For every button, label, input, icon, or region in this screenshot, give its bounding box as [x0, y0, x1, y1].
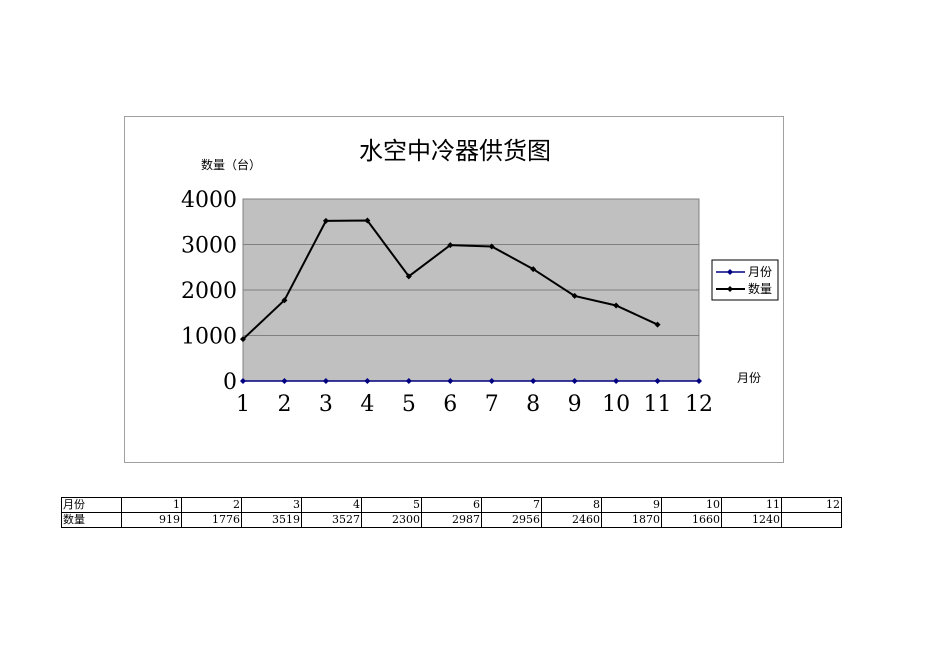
- data-point: [571, 292, 578, 299]
- table-cell: 8: [541, 497, 602, 513]
- x-tick-label: 9: [568, 392, 582, 417]
- x-tick-label: 7: [485, 392, 499, 417]
- data-point: [447, 378, 454, 384]
- data-point: [613, 378, 620, 384]
- y-tick-label: 4000: [181, 188, 237, 213]
- data-point: [405, 378, 412, 384]
- table-cell: 1: [121, 497, 182, 513]
- series-lines: [240, 217, 702, 384]
- table-cell: 1776: [181, 512, 242, 528]
- data-point: [240, 378, 246, 384]
- table-cell: 2460: [541, 512, 602, 528]
- data-point: [488, 243, 495, 250]
- legend-box: [711, 259, 779, 301]
- data-point: [281, 297, 288, 304]
- table-cell: 4: [301, 497, 362, 513]
- y-tick-label: 3000: [181, 234, 237, 259]
- x-tick-label: 4: [360, 392, 374, 417]
- y-axis-label: 数量（台）: [201, 157, 261, 172]
- data-point: [240, 336, 246, 343]
- data-point: [654, 378, 661, 384]
- data-point: [613, 302, 620, 309]
- table-cell: 3: [241, 497, 302, 513]
- data-point: [530, 266, 537, 273]
- data-point: [696, 378, 702, 384]
- y-tick-labels: 4000 3000 2000 1000 0: [181, 188, 237, 395]
- legend-label: 月份: [748, 265, 772, 279]
- x-tick-label: 1: [236, 392, 250, 417]
- legend-marker: [727, 269, 733, 275]
- table-cell: 2956: [481, 512, 542, 528]
- table-row: 月份 1 2 3 4 5 6 7 8 9 10 11 12: [61, 497, 842, 513]
- x-tick-label: 2: [277, 392, 291, 417]
- table-cell: 11: [721, 497, 782, 513]
- gridlines: [243, 244, 699, 336]
- x-tick-labels: 1 2 3 4 5 6 7 8 9 10 11 12: [236, 392, 713, 417]
- data-point: [654, 321, 661, 328]
- x-tick-label: 6: [443, 392, 457, 417]
- data-point: [530, 378, 537, 384]
- row-label: 数量: [61, 512, 122, 528]
- data-point: [488, 378, 495, 384]
- x-tick-label: 3: [319, 392, 333, 417]
- legend-label: 数量: [748, 281, 772, 296]
- y-tick-label: 2000: [181, 279, 237, 304]
- data-point: [405, 273, 412, 280]
- data-point: [322, 217, 329, 224]
- data-point: [447, 242, 454, 249]
- row-label: 月份: [61, 497, 122, 513]
- table-cell: 1660: [661, 512, 722, 528]
- x-axis-label: 月份: [737, 371, 761, 385]
- data-point: [281, 378, 288, 384]
- table-cell: 2987: [421, 512, 482, 528]
- table-cell: 2: [181, 497, 242, 513]
- table-cell: 9: [601, 497, 662, 513]
- chart-title: 水空中冷器供货图: [359, 137, 551, 165]
- y-tick-label: 0: [223, 370, 237, 395]
- data-point: [364, 217, 371, 224]
- table-cell: 6: [421, 497, 482, 513]
- table-cell: 919: [121, 512, 182, 528]
- y-tick-label: 1000: [181, 325, 237, 350]
- table-cell: 7: [481, 497, 542, 513]
- data-point: [322, 378, 329, 384]
- table-cell: 1870: [601, 512, 662, 528]
- table-cell: 2300: [361, 512, 422, 528]
- data-point: [571, 378, 578, 384]
- x-tick-label: 12: [685, 392, 713, 417]
- data-point: [364, 378, 371, 384]
- table-cell: 1240: [721, 512, 782, 528]
- x-tick-label: 8: [526, 392, 540, 417]
- table-cell: [781, 512, 842, 528]
- table-cell: 5: [361, 497, 422, 513]
- table-cell: 3527: [301, 512, 362, 528]
- x-tick-label: 10: [602, 392, 630, 417]
- x-tick-label: 11: [644, 392, 672, 417]
- table-row: 数量 919 1776 3519 3527 2300 2987 2956 2460 1870 166…: [61, 512, 842, 528]
- table-cell: 12: [781, 497, 842, 513]
- table-cell: 3519: [241, 512, 302, 528]
- legend-marker: [727, 286, 733, 292]
- x-tick-label: 5: [402, 392, 416, 417]
- table-cell: 10: [661, 497, 722, 513]
- data-table: 月份 1 2 3 4 5 6 7 8 9 10 11 12 数量 919 1776 3519 3527 2300 29…: [61, 497, 842, 528]
